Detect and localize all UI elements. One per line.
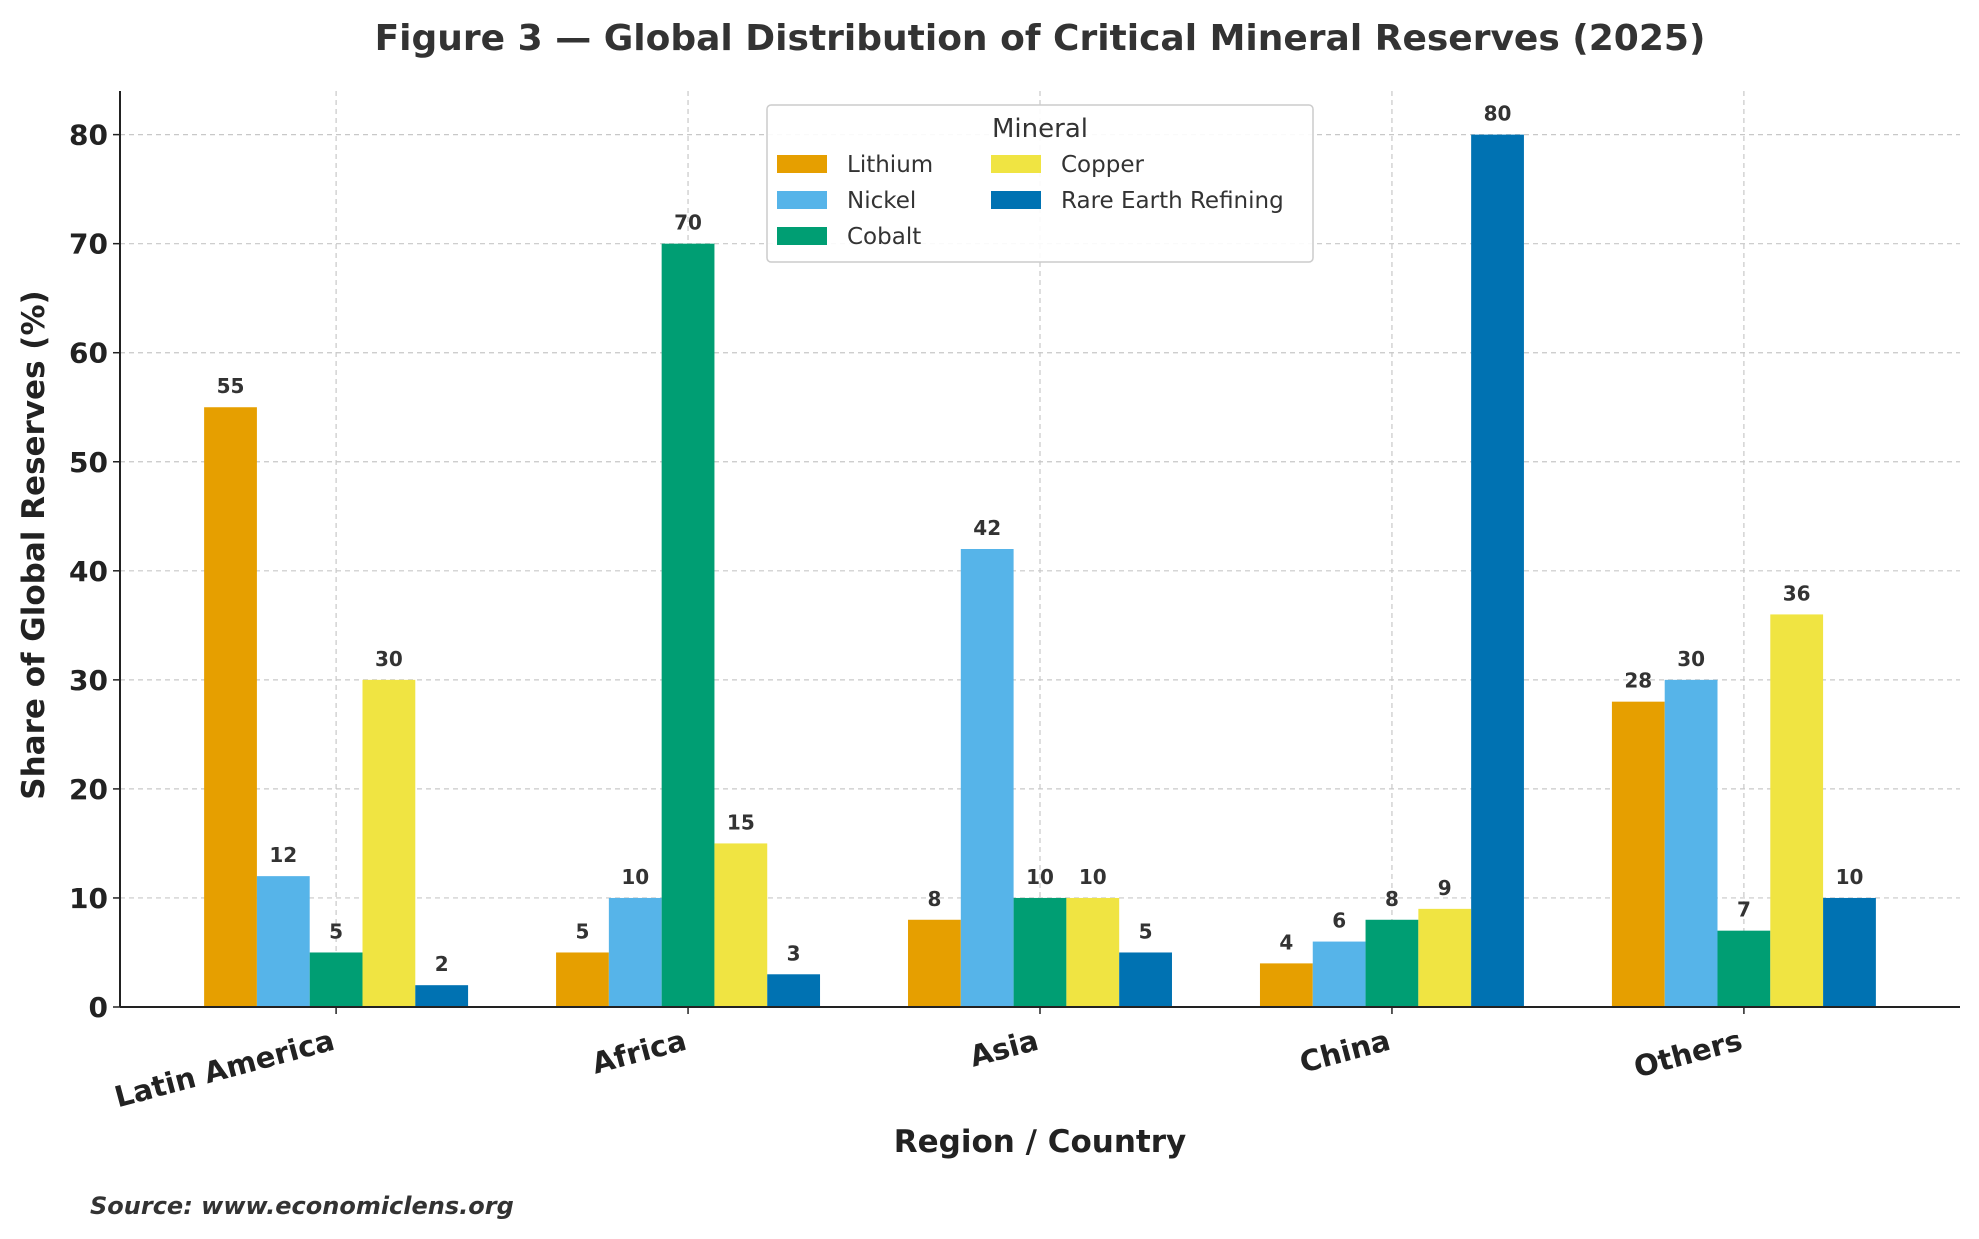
data-label: 28 <box>1624 669 1652 693</box>
data-label: 10 <box>1836 865 1864 889</box>
y-axis-label: Share of Global Reserves (%) <box>16 290 52 799</box>
legend-label: Lithium <box>847 152 933 178</box>
y-tick-label: 20 <box>69 773 108 806</box>
data-label: 5 <box>576 919 590 943</box>
bar-cobalt <box>1013 897 1067 1007</box>
data-label: 55 <box>217 374 245 398</box>
bar-cobalt <box>1717 930 1771 1007</box>
data-label: 70 <box>674 211 702 235</box>
data-label: 3 <box>787 941 801 965</box>
data-label: 10 <box>621 865 649 889</box>
y-tick-label: 0 <box>89 991 108 1024</box>
bar-copper <box>1418 908 1472 1007</box>
data-label: 36 <box>1783 581 1811 605</box>
bar-nickel <box>1312 941 1366 1007</box>
bar-rare-earth-refining <box>767 974 821 1007</box>
data-label: 10 <box>1026 865 1054 889</box>
data-label: 7 <box>1737 898 1751 922</box>
bar-nickel <box>1664 679 1718 1007</box>
legend-label: Nickel <box>847 188 916 214</box>
y-tick-label: 60 <box>69 337 108 370</box>
data-label: 8 <box>927 887 941 911</box>
y-tick-label: 70 <box>69 228 108 261</box>
bar-rare-earth-refining <box>1471 134 1524 1008</box>
data-label: 15 <box>727 810 755 834</box>
source-note: Source: www.economiclens.org <box>90 1192 514 1220</box>
legend-swatch <box>777 191 827 209</box>
data-label: 30 <box>375 647 403 671</box>
bar-copper <box>714 843 768 1007</box>
bar-copper <box>1770 614 1824 1007</box>
legend-swatch <box>777 155 827 173</box>
legend-swatch <box>777 227 827 245</box>
data-label: 6 <box>1332 909 1346 933</box>
y-tick-label: 80 <box>69 119 108 152</box>
data-label: 12 <box>269 843 297 867</box>
y-tick-label: 40 <box>69 555 108 588</box>
data-label: 9 <box>1438 876 1452 900</box>
chart-title: Figure 3 — Global Distribution of Critic… <box>375 18 1706 59</box>
x-tick-label: Latin America <box>111 1023 338 1114</box>
bar-cobalt <box>1365 919 1419 1007</box>
bar-copper <box>362 679 416 1007</box>
legend-label: Rare Earth Refining <box>1061 188 1284 214</box>
legend-frame <box>766 104 1314 263</box>
bar-rare-earth-refining <box>1119 952 1172 1007</box>
bar-rare-earth-refining <box>1823 897 1876 1007</box>
bar-lithium <box>908 919 961 1007</box>
y-tick-label: 10 <box>69 882 108 915</box>
data-label: 30 <box>1677 647 1705 671</box>
x-axis-label: Region / Country <box>894 1124 1187 1160</box>
x-tick-label: Others <box>1630 1023 1745 1084</box>
bar-lithium <box>1611 701 1665 1007</box>
x-tick-label: Africa <box>588 1023 690 1081</box>
data-label: 8 <box>1385 887 1399 911</box>
bar-nickel <box>256 876 310 1007</box>
bar-lithium <box>204 407 257 1007</box>
bar-rare-earth-refining <box>415 985 469 1007</box>
y-tick-label: 30 <box>69 664 108 697</box>
data-label: 4 <box>1279 930 1293 954</box>
legend-swatch <box>991 155 1041 173</box>
bar-cobalt <box>661 243 715 1007</box>
legend-title: Mineral <box>992 114 1088 144</box>
bar-lithium <box>556 952 609 1007</box>
data-label: 2 <box>435 952 449 976</box>
y-tick-label: 50 <box>69 446 108 479</box>
bar-copper <box>1066 897 1120 1007</box>
data-label: 80 <box>1484 102 1512 126</box>
legend-label: Copper <box>1061 152 1144 178</box>
bar-nickel <box>960 549 1014 1007</box>
legend: Mineral Lithium Nickel Cobalt Copper Rare Ear… <box>766 104 1314 263</box>
x-tick-label: China <box>1296 1023 1394 1080</box>
legend-label: Cobalt <box>847 224 921 250</box>
data-label: 5 <box>329 919 343 943</box>
bar-cobalt <box>309 952 363 1007</box>
data-label: 10 <box>1079 865 1107 889</box>
x-tick-label: Asia <box>966 1023 1042 1074</box>
data-label: 42 <box>973 516 1001 540</box>
data-label: 5 <box>1139 919 1153 943</box>
bar-nickel <box>608 897 662 1007</box>
bar-lithium <box>1259 963 1313 1007</box>
legend-swatch <box>991 191 1041 209</box>
